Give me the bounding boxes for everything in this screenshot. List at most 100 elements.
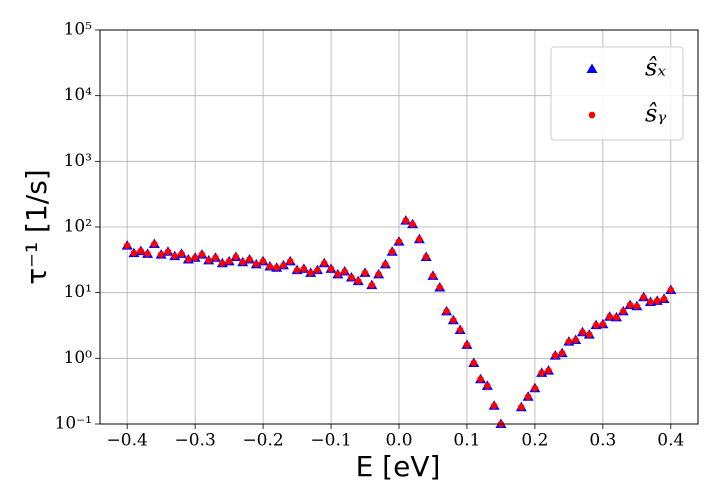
marker-circle bbox=[286, 258, 294, 265]
x-tick-label: −0.3 bbox=[174, 431, 215, 451]
marker-circle bbox=[144, 250, 151, 258]
x-tick-label: 0.4 bbox=[657, 431, 684, 451]
marker-circle bbox=[273, 264, 280, 271]
marker-circle bbox=[592, 321, 600, 329]
marker-circle bbox=[565, 338, 573, 345]
marker-circle bbox=[443, 308, 450, 315]
y-axis-label: τ⁻¹ [1/s] bbox=[20, 169, 53, 284]
y-tick-label: 10² bbox=[64, 217, 92, 237]
marker-circle bbox=[266, 263, 274, 270]
marker-circle bbox=[429, 272, 437, 280]
marker-circle bbox=[538, 369, 546, 377]
marker-circle bbox=[185, 256, 192, 263]
marker-circle bbox=[660, 295, 668, 303]
marker-circle bbox=[463, 341, 471, 349]
marker-circle bbox=[524, 393, 532, 401]
marker-circle bbox=[416, 235, 423, 243]
x-tick-label: 0.3 bbox=[589, 431, 616, 451]
marker-circle bbox=[293, 266, 301, 274]
series bbox=[123, 217, 675, 428]
marker-circle bbox=[334, 271, 342, 278]
marker-circle bbox=[436, 284, 444, 291]
marker-circle bbox=[626, 301, 634, 309]
marker-circle bbox=[619, 308, 627, 315]
marker-circle bbox=[450, 316, 457, 324]
marker-circle bbox=[252, 261, 260, 268]
y-tick-label: 10⁻¹ bbox=[55, 414, 92, 434]
marker-circle bbox=[205, 257, 213, 264]
marker-circle bbox=[219, 260, 226, 267]
marker-circle bbox=[613, 314, 620, 321]
marker-circle bbox=[123, 242, 131, 249]
marker-circle bbox=[280, 262, 287, 269]
x-tick-label: −0.4 bbox=[107, 431, 148, 451]
marker-circle bbox=[531, 384, 539, 392]
marker-circle bbox=[327, 265, 335, 273]
marker-circle bbox=[246, 256, 253, 263]
x-axis-label: E [eV] bbox=[356, 450, 441, 483]
marker-circle bbox=[191, 254, 199, 262]
x-tick-label: −0.1 bbox=[310, 431, 351, 451]
marker-circle bbox=[456, 326, 464, 334]
marker-circle bbox=[320, 260, 328, 267]
x-tick-label: 0.2 bbox=[521, 431, 548, 451]
marker-circle bbox=[558, 349, 566, 357]
marker-circle bbox=[361, 269, 369, 277]
marker-circle bbox=[606, 313, 613, 321]
marker-circle bbox=[300, 265, 308, 273]
marker-circle bbox=[341, 268, 348, 275]
legend-box bbox=[550, 46, 684, 141]
marker-circle bbox=[470, 359, 478, 367]
y-tick-label: 10⁰ bbox=[64, 348, 93, 368]
marker-circle bbox=[588, 111, 596, 119]
marker-circle bbox=[572, 336, 579, 344]
marker-circle bbox=[259, 258, 267, 265]
marker-circle bbox=[518, 403, 525, 411]
marker-circle bbox=[409, 220, 416, 228]
marker-circle bbox=[232, 253, 240, 261]
marker-circle bbox=[382, 261, 389, 268]
marker-circle bbox=[422, 253, 430, 261]
marker-circle bbox=[388, 248, 396, 256]
marker-circle bbox=[348, 274, 355, 281]
legend-label: ŝₓ bbox=[645, 54, 666, 82]
marker-circle bbox=[239, 259, 247, 266]
marker-circle bbox=[640, 294, 647, 301]
marker-circle bbox=[633, 302, 641, 310]
marker-circle bbox=[484, 382, 491, 390]
marker-circle bbox=[157, 251, 165, 258]
y-tick-label: 10⁵ bbox=[64, 20, 93, 40]
marker-circle bbox=[395, 238, 403, 245]
marker-circle bbox=[647, 298, 654, 306]
marker-circle bbox=[151, 240, 158, 248]
marker-circle bbox=[599, 320, 607, 328]
plot-frame bbox=[99, 29, 699, 425]
marker-circle bbox=[225, 258, 233, 265]
marker-circle bbox=[212, 254, 219, 262]
x-tick-label: 0.0 bbox=[385, 431, 412, 451]
marker-circle bbox=[354, 277, 362, 285]
y-tick-label: 10³ bbox=[64, 151, 92, 171]
marker-circle bbox=[477, 375, 484, 383]
y-tick-label: 10¹ bbox=[64, 282, 92, 302]
marker-circle bbox=[653, 297, 661, 305]
marker-circle bbox=[314, 266, 321, 274]
marker-circle bbox=[368, 281, 376, 289]
x-tick-label: −0.2 bbox=[242, 431, 283, 451]
marker-circle bbox=[551, 352, 559, 359]
marker-circle bbox=[375, 271, 382, 278]
marker-circle bbox=[667, 286, 675, 294]
marker-triangle bbox=[586, 63, 598, 73]
marker-circle bbox=[164, 248, 172, 256]
x-tick-label: 0.1 bbox=[453, 431, 480, 451]
marker-circle bbox=[490, 402, 498, 409]
marker-circle bbox=[198, 251, 206, 258]
marker-circle bbox=[178, 250, 185, 258]
legend-label: ŝᵧ bbox=[645, 100, 666, 128]
y-tick-label: 10⁴ bbox=[64, 85, 93, 105]
marker-circle bbox=[585, 331, 593, 338]
marker-circle bbox=[579, 328, 586, 336]
marker-circle bbox=[545, 367, 552, 374]
marker-circle bbox=[171, 252, 179, 260]
